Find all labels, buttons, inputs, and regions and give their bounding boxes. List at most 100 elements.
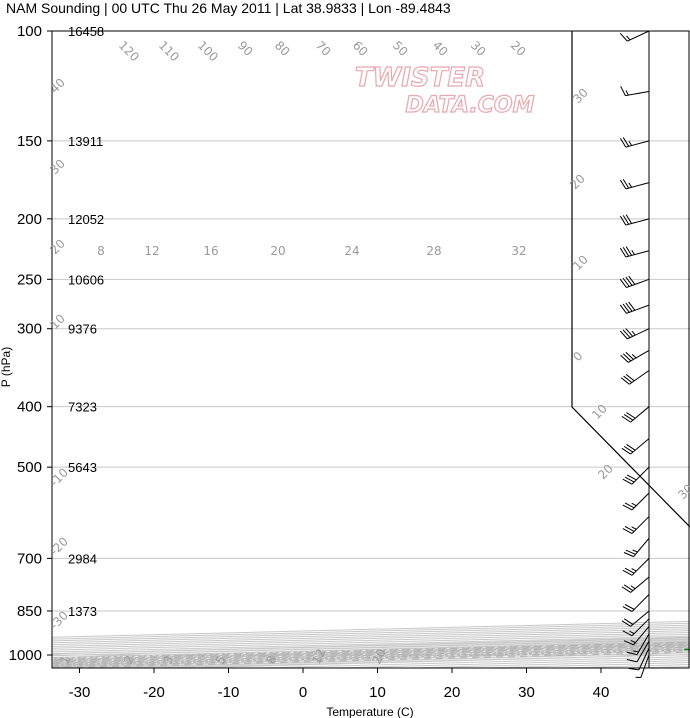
- barb-flag: [623, 584, 634, 591]
- barb-staff: [638, 647, 650, 671]
- dry-adiabat: [401, 660, 690, 668]
- isotherm-label: 30: [675, 481, 690, 502]
- temperature-tick-label: 40: [593, 684, 610, 701]
- isotherm-label: 40: [430, 38, 451, 59]
- temperature-tick-label: 0: [299, 684, 307, 701]
- wind-barb: [619, 275, 650, 288]
- dry-adiabat: [52, 636, 690, 655]
- isotherm-label: 20: [508, 38, 529, 59]
- barb-flag: [621, 447, 631, 455]
- y-axis-title: P (hPa): [0, 347, 13, 387]
- wind-barb: [623, 626, 650, 646]
- x-axis-title: Temperature (C): [326, 705, 413, 718]
- barb-flag: [624, 502, 635, 509]
- mixing-ratio-label: 12: [309, 647, 328, 667]
- wind-panel-outline: [571, 31, 690, 528]
- dry-adiabat: [99, 652, 690, 668]
- upper-mixing-label: 12: [144, 244, 159, 258]
- barb-flag: [621, 415, 631, 423]
- wind-barb: [619, 214, 650, 226]
- wind-barb: [622, 557, 650, 576]
- isotherm-label: 120: [116, 38, 142, 64]
- isotherm-line: [52, 639, 690, 657]
- temperature-tick-label: -30: [69, 684, 91, 701]
- temperature-tick-label: -10: [218, 684, 240, 701]
- dry-adiabat: [52, 638, 690, 657]
- barb-flag: [623, 375, 633, 383]
- isotherm-line: [52, 635, 690, 653]
- barb-flag: [622, 277, 630, 287]
- barb-flag: [622, 353, 632, 362]
- isotherm-line: [52, 650, 690, 668]
- watermark-line-2: DATA.COM: [405, 93, 534, 118]
- isotherm-label: 100: [195, 38, 221, 64]
- barb-flag: [623, 414, 634, 421]
- height-label: 13911: [68, 134, 103, 149]
- barb-half-flag: [633, 650, 639, 653]
- barb-flag: [625, 246, 633, 256]
- barb-half-flag: [630, 640, 636, 643]
- isotherm-label: 30: [570, 85, 591, 106]
- barb-flag: [623, 640, 634, 646]
- barb-flag: [622, 569, 633, 576]
- wind-barb: [619, 178, 650, 190]
- height-label: 5643: [68, 460, 97, 475]
- isotherm-line: [52, 624, 690, 642]
- barb-flag: [622, 215, 630, 225]
- isotherm-label: 60: [350, 38, 371, 59]
- wind-barb: [626, 640, 650, 663]
- isotherm-label: 10: [570, 252, 591, 273]
- barb-half-flag: [631, 330, 636, 336]
- barb-flag: [620, 354, 629, 363]
- barb-staff: [630, 610, 650, 627]
- plot-frame: [51, 30, 690, 669]
- barb-half-flag: [625, 90, 629, 96]
- dry-adiabat: [52, 648, 690, 666]
- barb-flag: [622, 528, 633, 534]
- isotherm-line: [52, 633, 690, 651]
- barb-staff: [631, 618, 650, 637]
- barb-flag: [625, 302, 633, 312]
- wind-barbs: [619, 30, 650, 679]
- barb-staff: [629, 370, 650, 385]
- isotherm-line: [52, 622, 690, 640]
- barb-flag: [621, 586, 631, 593]
- upper-mixing-label: 20: [270, 244, 285, 258]
- dry-adiabat: [477, 662, 690, 668]
- pressure-tick-label: 250: [17, 271, 42, 288]
- adiabat-label: 40: [47, 75, 68, 96]
- height-label: 7323: [68, 400, 97, 415]
- chart-grid: [52, 31, 690, 668]
- barb-flag: [622, 178, 630, 189]
- height-label: 1373: [68, 604, 97, 619]
- barb-flag: [624, 567, 635, 574]
- barb-flag: [626, 651, 638, 656]
- barb-half-flag: [631, 249, 635, 255]
- barb-flag: [622, 606, 633, 612]
- wind-barb: [621, 406, 650, 423]
- barb-flag: [626, 412, 636, 419]
- barb-flag: [622, 137, 630, 147]
- barb-half-flag: [631, 353, 637, 359]
- barb-flag: [622, 504, 633, 511]
- isotherm-label: 20: [567, 171, 588, 192]
- isotherm-line: [52, 630, 690, 647]
- dry-adiabat: [52, 642, 690, 661]
- barb-flag: [619, 179, 627, 190]
- barb-flag: [624, 603, 635, 610]
- pressure-tick-label: 500: [17, 459, 42, 476]
- barb-half-flag: [631, 526, 637, 530]
- barb-staff: [630, 576, 650, 593]
- dry-adiabat: [52, 644, 690, 663]
- barb-half-flag: [626, 35, 631, 41]
- barb-flag: [620, 377, 630, 385]
- wind-barb: [620, 349, 650, 363]
- height-label: 9376: [68, 322, 97, 337]
- barb-staff: [636, 633, 650, 655]
- dry-adiabat: [326, 658, 690, 668]
- upper-mixing-label: 32: [511, 244, 526, 258]
- barb-flag: [624, 476, 635, 483]
- barb-flag: [628, 301, 636, 311]
- barb-staff: [626, 278, 650, 288]
